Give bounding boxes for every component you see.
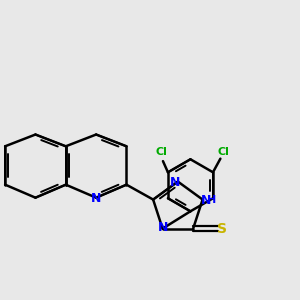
- Text: N: N: [158, 221, 168, 234]
- Text: H: H: [207, 195, 216, 205]
- Text: N: N: [201, 194, 211, 207]
- Text: Cl: Cl: [218, 147, 230, 157]
- Text: S: S: [217, 222, 227, 236]
- Text: Cl: Cl: [156, 148, 168, 158]
- Text: N: N: [170, 176, 181, 189]
- Text: N: N: [91, 192, 101, 205]
